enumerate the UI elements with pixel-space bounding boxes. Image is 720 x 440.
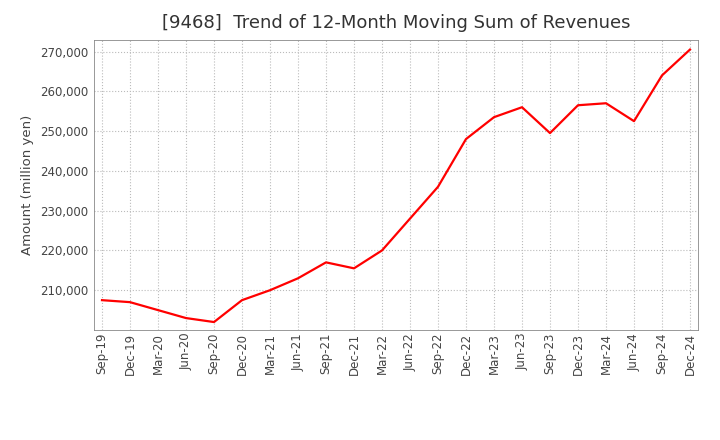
Title: [9468]  Trend of 12-Month Moving Sum of Revenues: [9468] Trend of 12-Month Moving Sum of R… [162,15,630,33]
Y-axis label: Amount (million yen): Amount (million yen) [21,115,35,255]
